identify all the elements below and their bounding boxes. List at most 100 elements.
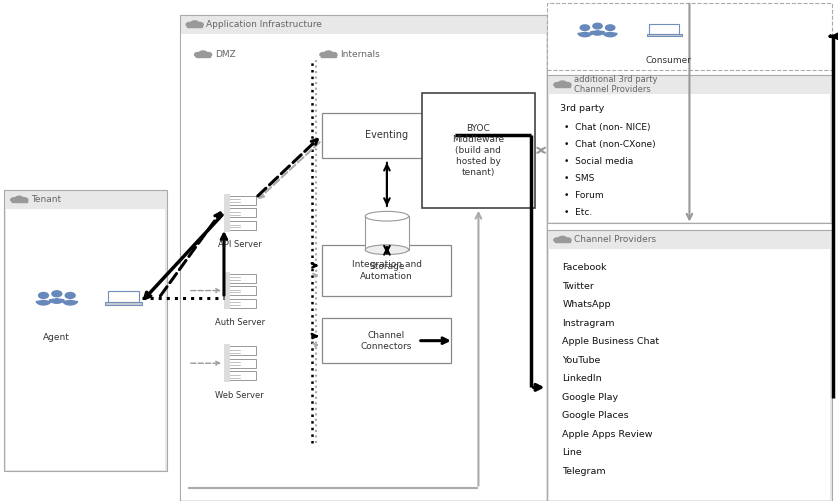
- Bar: [224, 286, 256, 295]
- Text: Internals: Internals: [340, 50, 380, 59]
- Text: Google Play: Google Play: [562, 393, 618, 402]
- Bar: [224, 274, 256, 283]
- Circle shape: [557, 84, 563, 87]
- Ellipse shape: [365, 211, 409, 221]
- Bar: [188, 45, 305, 456]
- Circle shape: [320, 53, 327, 57]
- Bar: [224, 359, 256, 368]
- Circle shape: [190, 24, 196, 27]
- Text: •  Chat (non-CXone): • Chat (non-CXone): [564, 140, 655, 149]
- Text: Storage: Storage: [370, 262, 405, 271]
- Circle shape: [199, 54, 204, 57]
- Circle shape: [65, 293, 75, 299]
- Bar: [322, 113, 452, 158]
- Text: Auth Server: Auth Server: [215, 318, 265, 327]
- Circle shape: [21, 198, 28, 202]
- Circle shape: [558, 81, 566, 86]
- Bar: [549, 94, 830, 222]
- Text: Telegram: Telegram: [562, 467, 606, 476]
- Bar: [224, 194, 230, 232]
- Bar: [181, 34, 546, 500]
- Circle shape: [554, 238, 561, 242]
- Text: Web Server: Web Server: [215, 391, 264, 400]
- Wedge shape: [36, 301, 51, 305]
- Wedge shape: [591, 31, 604, 35]
- Text: Integration and
Automation: Integration and Automation: [351, 261, 422, 281]
- Bar: [12, 200, 27, 202]
- Circle shape: [564, 238, 571, 242]
- Bar: [179, 15, 547, 501]
- Bar: [547, 230, 831, 501]
- Text: •  Social media: • Social media: [564, 157, 634, 166]
- Bar: [313, 45, 539, 456]
- Wedge shape: [603, 33, 617, 37]
- Bar: [224, 272, 230, 310]
- Text: Consumer: Consumer: [645, 56, 691, 65]
- Bar: [647, 34, 682, 37]
- Bar: [224, 299, 256, 308]
- Circle shape: [201, 54, 207, 57]
- Text: 3rd party: 3rd party: [560, 104, 604, 113]
- Bar: [189, 64, 303, 455]
- Text: •  Forum: • Forum: [564, 191, 603, 200]
- Bar: [224, 208, 256, 217]
- Circle shape: [194, 53, 201, 57]
- Circle shape: [52, 291, 62, 297]
- Bar: [322, 245, 452, 296]
- Circle shape: [204, 53, 212, 57]
- Text: Google Places: Google Places: [562, 411, 629, 420]
- Wedge shape: [578, 33, 592, 37]
- Text: BYOC
Middleware
(build and
hosted by
tenant): BYOC Middleware (build and hosted by ten…: [453, 124, 504, 177]
- Circle shape: [592, 23, 603, 29]
- Bar: [555, 240, 570, 242]
- Bar: [224, 221, 256, 230]
- Circle shape: [561, 239, 566, 242]
- Text: DMZ: DMZ: [215, 50, 235, 59]
- Bar: [108, 291, 139, 303]
- Wedge shape: [49, 299, 65, 303]
- Ellipse shape: [365, 245, 409, 255]
- Bar: [188, 25, 202, 27]
- Bar: [422, 93, 535, 208]
- Text: Instragram: Instragram: [562, 319, 615, 328]
- Bar: [105, 302, 142, 305]
- Circle shape: [199, 51, 207, 56]
- Bar: [365, 216, 409, 249]
- Text: Facebook: Facebook: [562, 263, 607, 272]
- Circle shape: [554, 83, 561, 87]
- Text: Line: Line: [562, 448, 582, 457]
- Bar: [549, 249, 830, 500]
- Bar: [224, 345, 230, 382]
- Text: Application Infrastructure: Application Infrastructure: [206, 20, 323, 29]
- Text: Apple Business Chat: Apple Business Chat: [562, 337, 660, 346]
- Circle shape: [327, 54, 333, 57]
- Circle shape: [14, 199, 20, 202]
- Circle shape: [324, 51, 333, 56]
- Circle shape: [196, 23, 204, 27]
- Circle shape: [11, 198, 18, 202]
- Circle shape: [330, 53, 337, 57]
- Text: WhatsApp: WhatsApp: [562, 300, 611, 309]
- Text: Eventing: Eventing: [365, 130, 408, 140]
- Text: Channel Providers: Channel Providers: [574, 235, 656, 244]
- Bar: [196, 55, 210, 57]
- Bar: [224, 371, 256, 380]
- Circle shape: [39, 293, 49, 299]
- Text: Tenant: Tenant: [31, 195, 61, 204]
- Bar: [6, 209, 165, 470]
- Circle shape: [186, 23, 193, 27]
- Text: YouTube: YouTube: [562, 356, 601, 365]
- Bar: [547, 75, 831, 223]
- Circle shape: [558, 236, 566, 241]
- Bar: [322, 318, 452, 363]
- Circle shape: [606, 25, 615, 31]
- Text: API Server: API Server: [218, 240, 261, 249]
- Text: additional 3rd party
Channel Providers: additional 3rd party Channel Providers: [574, 75, 658, 94]
- Bar: [547, 3, 831, 70]
- Circle shape: [557, 239, 563, 242]
- Circle shape: [193, 24, 199, 27]
- Circle shape: [323, 54, 329, 57]
- Text: Channel
Connectors: Channel Connectors: [361, 331, 412, 351]
- Bar: [224, 346, 256, 355]
- Text: Twitter: Twitter: [562, 282, 594, 291]
